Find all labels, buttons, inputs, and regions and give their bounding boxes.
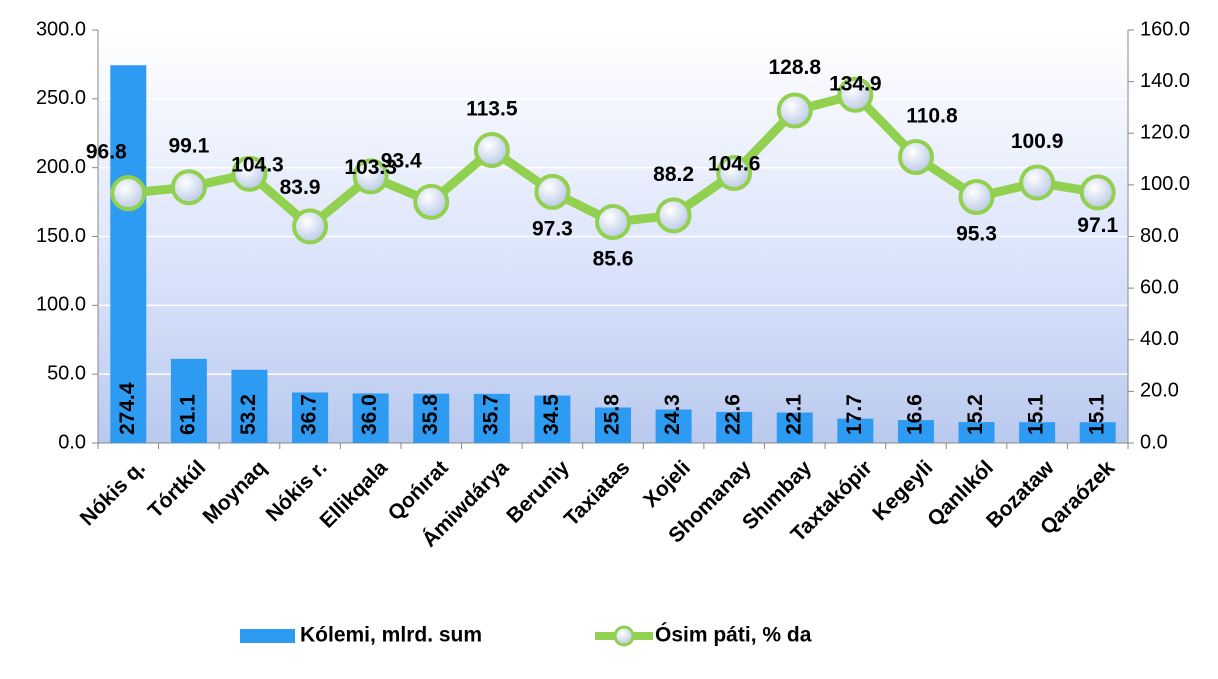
line-marker: [716, 155, 753, 192]
line-marker: [413, 183, 450, 220]
y2-tick-label: 160.0: [1140, 18, 1190, 40]
bar: [473, 393, 510, 443]
line-value-label: 96.8: [86, 141, 127, 164]
line-marker: [897, 138, 934, 175]
line-marker: [231, 155, 268, 192]
bar-value-label: 17.7: [843, 394, 866, 435]
bar-value-label: 22.6: [722, 394, 745, 435]
y2-tick-label: 40.0: [1140, 328, 1179, 350]
line-marker: [837, 76, 874, 113]
bar-value-label: 16.6: [903, 394, 926, 435]
bar-value-label: 15.2: [964, 394, 987, 435]
x-tick-label: Nókis q.: [76, 456, 150, 530]
line-marker: [1079, 174, 1116, 211]
bar-value-label: 61.1: [176, 394, 199, 435]
line-marker: [292, 208, 329, 245]
bar-value-label: 15.1: [1085, 394, 1108, 435]
bar-value-label: 53.2: [237, 394, 260, 435]
line-marker: [170, 169, 207, 206]
line-marker: [534, 173, 571, 210]
y-tick-label: 100.0: [36, 294, 86, 316]
y-tick-label: 50.0: [47, 362, 86, 384]
x-tick-label: Moynaq: [199, 456, 271, 528]
legend-swatch: [240, 629, 295, 643]
bar: [897, 420, 934, 443]
bar-value-label: 24.3: [661, 394, 684, 435]
legend-label: Kólemi, mlrd. sum: [300, 624, 482, 647]
y-tick-label: 250.0: [36, 87, 86, 109]
x-tick-label: Ellikqala: [316, 456, 393, 533]
line-value-label: 99.1: [168, 135, 209, 158]
bar-value-label: 34.5: [540, 394, 563, 435]
line-marker: [110, 175, 147, 212]
bar: [534, 395, 571, 443]
y-tick-label: 0.0: [58, 431, 86, 453]
y2-tick-label: 0.0: [1140, 431, 1168, 453]
line-value-label: 134.9: [829, 72, 882, 95]
y-tick-label: 150.0: [36, 225, 86, 247]
line-marker: [1019, 164, 1056, 201]
bar: [1019, 422, 1056, 443]
line-value-label: 110.8: [906, 105, 958, 128]
bar: [595, 407, 631, 443]
bar: [170, 358, 207, 443]
legend-label: Ósim páti, % da: [655, 623, 812, 647]
bar-value-label: 36.7: [298, 394, 321, 435]
line-marker: [655, 197, 692, 234]
line-marker: [595, 204, 631, 241]
bar: [110, 65, 147, 443]
bar: [837, 418, 874, 443]
bar: [231, 369, 268, 443]
y-tick-label: 200.0: [36, 156, 86, 178]
line-value-label: 113.5: [466, 98, 518, 121]
line-marker: [958, 179, 995, 216]
bar: [292, 392, 329, 443]
line-marker: [776, 92, 813, 129]
bar-value-label: 35.8: [419, 394, 442, 435]
line-value-label: 83.9: [280, 176, 321, 199]
bar: [413, 393, 450, 443]
bar-value-label: 25.8: [601, 394, 624, 435]
line-value-label: 85.6: [593, 248, 634, 271]
line-value-label: 97.3: [532, 217, 573, 240]
bar-value-label: 36.0: [358, 394, 381, 435]
line-value-label: 95.3: [956, 223, 997, 246]
line-value-label: 97.1: [1077, 214, 1118, 237]
bar-value-label: 274.4: [116, 382, 139, 435]
line-value-label: 100.9: [1011, 130, 1064, 153]
bar: [352, 393, 389, 443]
y2-tick-label: 80.0: [1140, 225, 1179, 247]
x-tick-label: Xojeli: [639, 456, 695, 512]
bar: [655, 409, 692, 443]
line-value-label: 103.3: [344, 156, 397, 179]
bar: [716, 411, 753, 443]
bar: [776, 412, 813, 443]
legend-marker: [613, 625, 635, 647]
y2-tick-label: 20.0: [1140, 380, 1179, 402]
bar-value-label: 15.1: [1025, 394, 1048, 435]
line-value-label: 93.4: [381, 149, 422, 172]
y-tick-label: 300.0: [36, 18, 86, 40]
y2-tick-label: 120.0: [1140, 122, 1190, 144]
bar: [958, 422, 995, 443]
y2-tick-label: 140.0: [1140, 70, 1190, 92]
line-value-label: 104.6: [708, 153, 761, 176]
line-marker: [473, 132, 510, 169]
bar-value-label: 35.7: [479, 394, 502, 435]
line-value-label: 104.3: [231, 153, 284, 176]
bar: [1079, 422, 1116, 443]
line-marker: [352, 158, 389, 195]
x-tick-label: Taxiatas: [560, 456, 635, 531]
line-value-label: 128.8: [768, 56, 821, 79]
y2-tick-label: 100.0: [1140, 173, 1190, 195]
line-value-label: 88.2: [653, 163, 694, 186]
bar-value-label: 22.1: [782, 394, 805, 435]
y2-tick-label: 60.0: [1140, 276, 1179, 298]
